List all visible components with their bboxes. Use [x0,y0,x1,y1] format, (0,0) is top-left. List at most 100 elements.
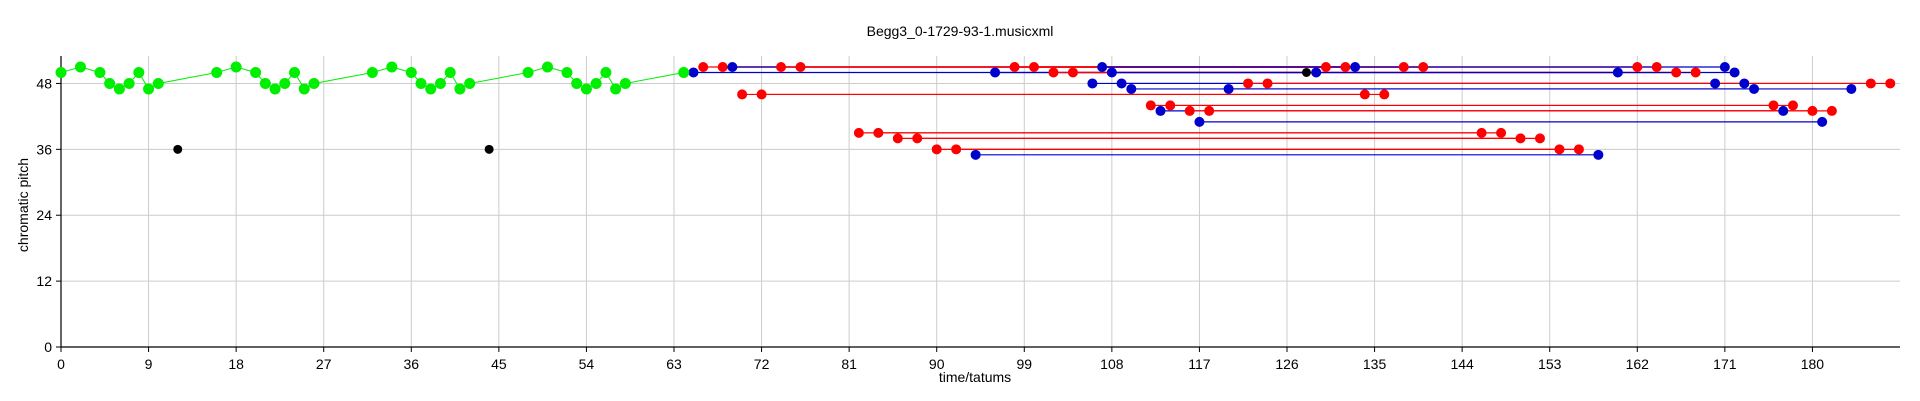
green-data-point [113,83,125,95]
green-data-point [289,66,301,78]
green-data-point [542,61,554,73]
red-note-start-point [756,89,767,100]
x-tick-label: 72 [754,356,770,372]
red-note-end-point [1690,67,1701,78]
red-note-start-point [1204,105,1215,116]
blue-note-start-point [1116,78,1127,89]
x-tick-label: 108 [1100,356,1124,372]
x-tick-label: 171 [1713,356,1737,372]
green-data-point [454,83,466,95]
x-tick-label: 99 [1016,356,1032,372]
blue-note-end-point [1846,83,1857,94]
green-data-point [123,77,135,89]
blue-note-end-point [1612,67,1623,78]
red-note-start-point [1184,105,1195,116]
red-note-start-point [912,133,923,144]
x-tick-label: 117 [1188,356,1211,372]
green-data-point [619,77,631,89]
red-note-end-point [1671,67,1682,78]
x-tick-label: 0 [57,356,65,372]
green-data-point [522,66,534,78]
grid [60,56,1900,348]
blue-note-start-point [727,61,738,72]
green-data-point [94,66,106,78]
red-note-start-point [1145,100,1156,111]
x-tick-label: 162 [1626,356,1650,372]
green-data-point [580,83,592,95]
green-data-point [425,83,437,95]
x-axis-label: time/tatums [939,369,1011,385]
blue-note-start-point [990,67,1001,78]
green-data-point [230,61,242,73]
green-data-point [279,77,291,89]
x-tick-label: 63 [666,356,682,372]
y-ticks: 0 12 24 36 48 [36,75,61,355]
x-tick-label: 45 [491,356,507,372]
blue-note-start-point [688,67,699,78]
blue-note-start-point [1155,105,1166,116]
green-data-point [298,83,310,95]
red-note-start-point [1243,78,1254,89]
blue-note-end-point [1593,149,1604,160]
green-data-point [55,66,67,78]
green-data-point [152,77,164,89]
blue-note-end-point [1710,78,1721,89]
blue-note-end-point [1817,116,1828,127]
red-note-end-point [1379,89,1390,100]
y-tick-label: 12 [36,273,52,289]
red-note-start-point [951,144,962,155]
red-note-start-point [892,133,903,144]
red-note-start-point [1048,67,1059,78]
blue-note-start-point [1223,83,1234,94]
blue-note-start-point [970,149,981,160]
y-axis-label: chromatic pitch [15,158,31,252]
red-note-start-point [1067,67,1078,78]
axes [60,56,1900,348]
red-note-end-point [1632,61,1643,72]
blue-note-end-point [1739,78,1750,89]
green-data-point [590,77,602,89]
y-tick-label: 24 [36,207,52,223]
x-tick-label: 135 [1363,356,1387,372]
green-data-point [600,66,612,78]
red-note-start-point [1029,61,1040,72]
red-note-end-point [1651,61,1662,72]
x-tick-label: 144 [1450,356,1474,372]
black-data-point [173,144,183,154]
red-note-start-point [698,61,709,72]
black-data-point [484,144,494,154]
red-note-end-point [1340,61,1351,72]
red-note-end-point [1496,127,1507,138]
red-note-end-point [1359,89,1370,100]
red-note-end-point [1573,144,1584,155]
red-note-end-point [1476,127,1487,138]
green-data-point [366,66,378,78]
x-tick-label: 54 [579,356,595,372]
blue-note-end-point [1749,83,1760,94]
red-note-start-point [776,61,787,72]
green-data-point [211,66,223,78]
blue-note-start-point [1126,83,1137,94]
y-tick-label: 48 [36,75,52,91]
x-tick-label: 153 [1538,356,1562,372]
red-note-end-point [1865,78,1876,89]
green-data-point [133,66,145,78]
black-data-point [1301,67,1311,77]
red-note-end-point [1418,61,1429,72]
red-note-start-point [795,61,806,72]
green-data-point [415,77,427,89]
green-data-point [308,77,320,89]
red-note-start-point [1009,61,1020,72]
red-note-end-point [1807,105,1818,116]
y-tick-label: 0 [44,339,52,355]
blue-note-end-point [1719,61,1730,72]
green-data-point [678,66,690,78]
blue-note-start-point [1106,67,1117,78]
x-tick-label: 81 [841,356,857,372]
red-note-start-point [717,61,728,72]
blue-note-start-point [1087,78,1098,89]
x-ticks: 0 9 18 27 36 45 54 63 72 81 90 99 108 117 126 135 144 153… [57,347,1824,372]
red-note-end-point [1320,61,1331,72]
red-note-end-point [1826,105,1837,116]
